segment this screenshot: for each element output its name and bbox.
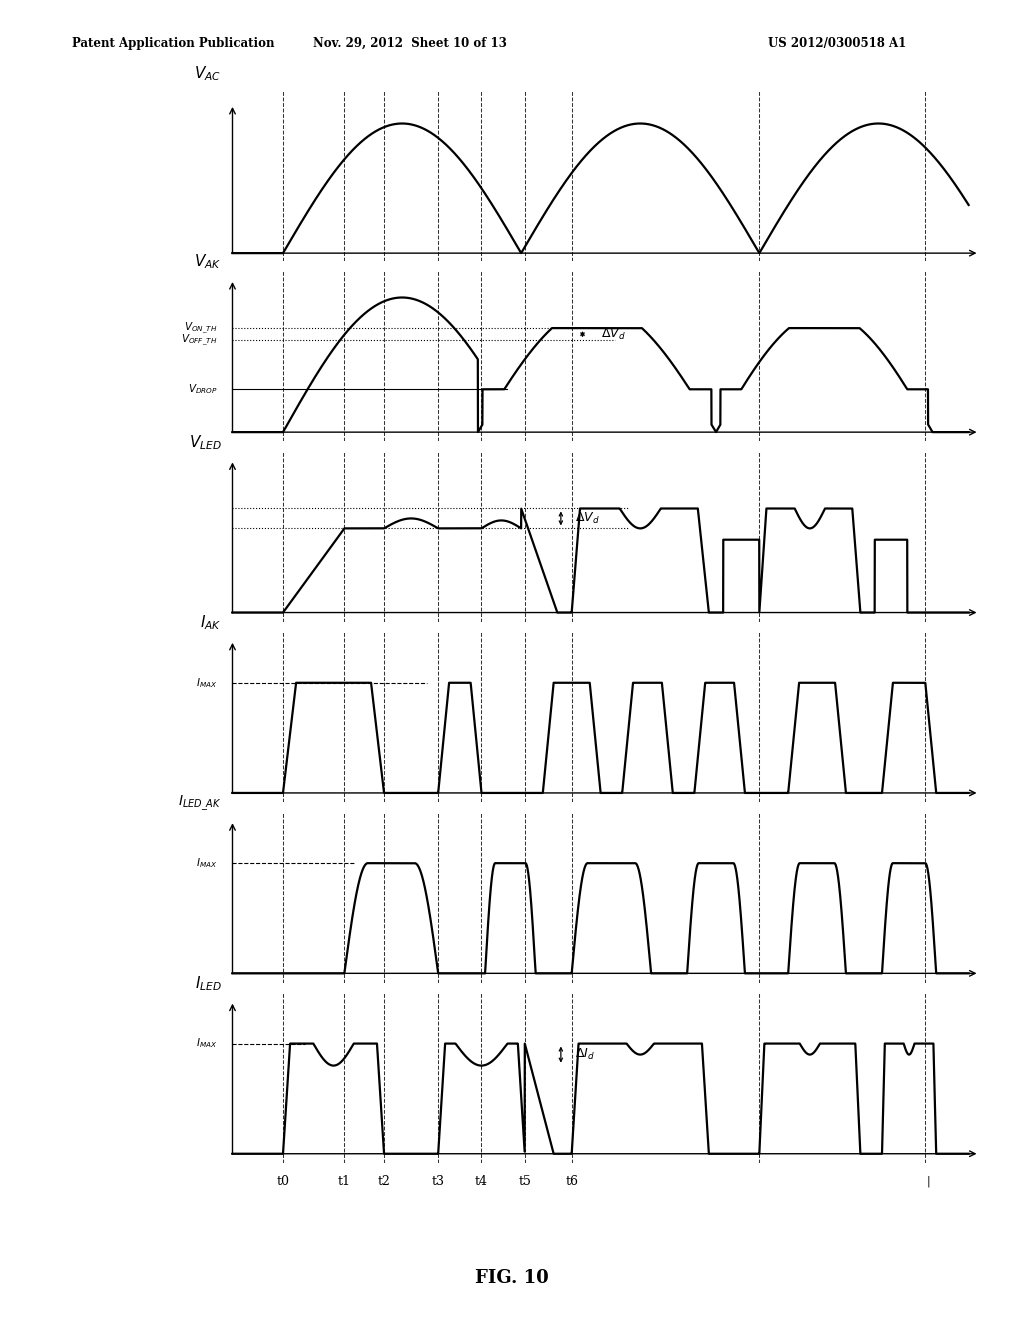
Text: Nov. 29, 2012  Sheet 10 of 13: Nov. 29, 2012 Sheet 10 of 13 bbox=[312, 37, 507, 50]
Text: $I_{LED}$: $I_{LED}$ bbox=[195, 974, 221, 993]
Text: $V_{AK}$: $V_{AK}$ bbox=[195, 253, 221, 272]
Text: t6: t6 bbox=[565, 1175, 579, 1188]
Text: $V_{OFF\_TH}$: $V_{OFF\_TH}$ bbox=[181, 333, 218, 348]
Text: t5: t5 bbox=[518, 1175, 531, 1188]
Text: $\Delta V_d$: $\Delta V_d$ bbox=[600, 326, 626, 342]
Text: |: | bbox=[927, 1175, 931, 1187]
Text: t2: t2 bbox=[378, 1175, 390, 1188]
Text: $I_{LED\_AK}$: $I_{LED\_AK}$ bbox=[178, 793, 221, 813]
Text: $\Delta V_d$: $\Delta V_d$ bbox=[575, 511, 600, 525]
Text: $V_{LED}$: $V_{LED}$ bbox=[188, 433, 221, 451]
Text: t4: t4 bbox=[475, 1175, 488, 1188]
Text: $\Delta I_d$: $\Delta I_d$ bbox=[575, 1047, 595, 1063]
Text: $I_{AK}$: $I_{AK}$ bbox=[200, 614, 221, 632]
Text: t0: t0 bbox=[276, 1175, 290, 1188]
Text: $V_{AC}$: $V_{AC}$ bbox=[195, 63, 221, 83]
Text: $V_{DROP}$: $V_{DROP}$ bbox=[187, 383, 218, 396]
Text: FIG. 10: FIG. 10 bbox=[475, 1269, 549, 1287]
Text: $I_{MAX}$: $I_{MAX}$ bbox=[197, 1036, 218, 1051]
Text: $V_{ON\_TH}$: $V_{ON\_TH}$ bbox=[184, 321, 218, 335]
Text: t3: t3 bbox=[432, 1175, 444, 1188]
Text: Patent Application Publication: Patent Application Publication bbox=[72, 37, 274, 50]
Text: US 2012/0300518 A1: US 2012/0300518 A1 bbox=[768, 37, 906, 50]
Text: $I_{MAX}$: $I_{MAX}$ bbox=[197, 857, 218, 870]
Text: $I_{MAX}$: $I_{MAX}$ bbox=[197, 676, 218, 689]
Text: t1: t1 bbox=[338, 1175, 351, 1188]
